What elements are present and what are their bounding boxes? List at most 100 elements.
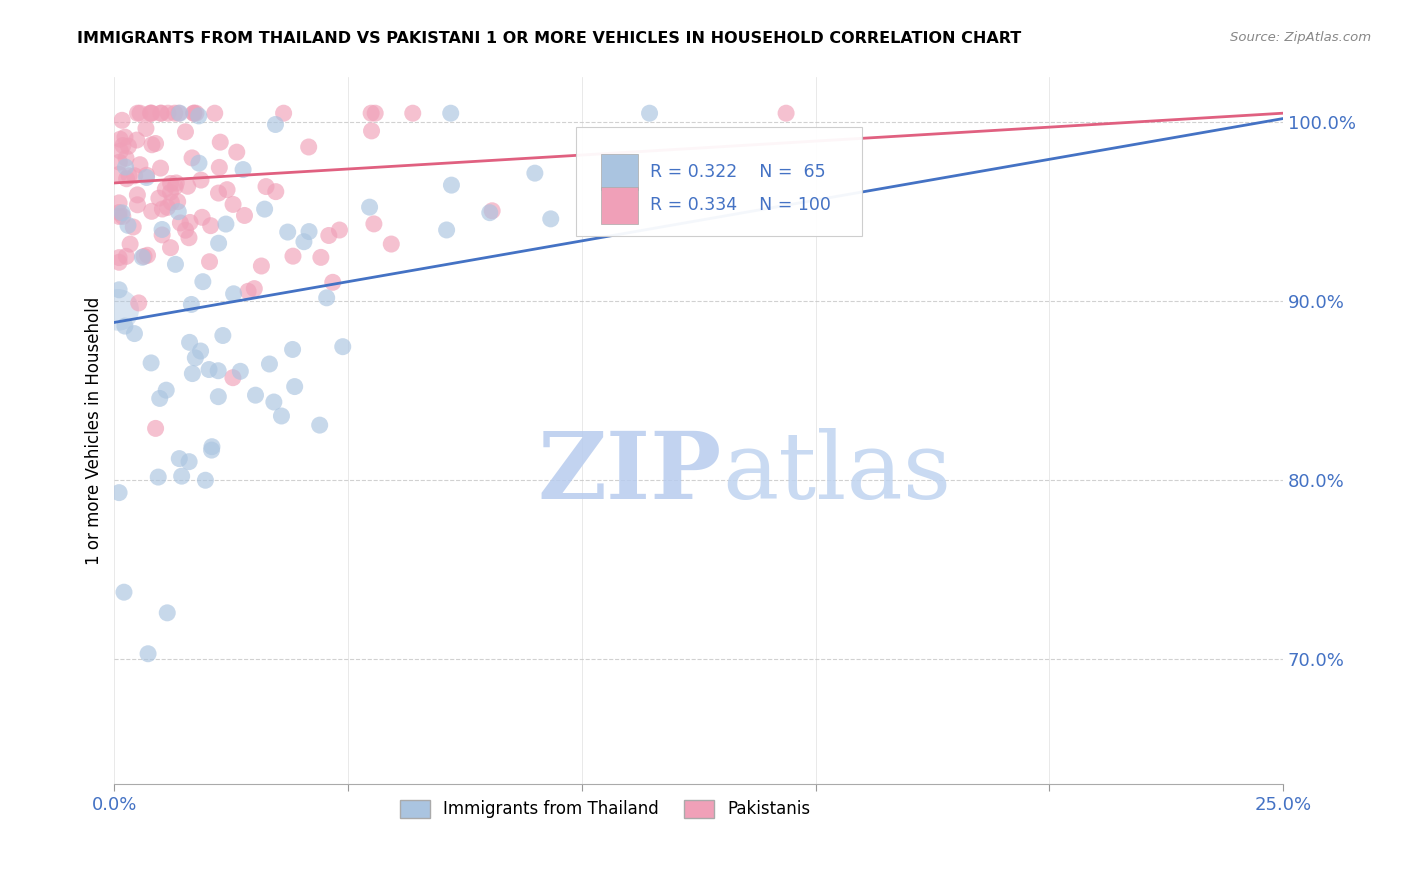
Point (309, 251, 332, 265)
Point (108, 167, 131, 181)
Point (436, 223, 458, 237)
Point (108, 205, 131, 219)
Point (215, 217, 238, 231)
Point (156, 201, 179, 215)
Point (198, 362, 221, 376)
Point (208, 161, 231, 175)
Point (108, 283, 131, 297)
Point (250, 259, 273, 273)
Point (141, 106, 163, 120)
Point (263, 395, 285, 409)
Point (114, 130, 136, 145)
Point (115, 171, 138, 186)
Point (160, 195, 183, 210)
Point (135, 168, 157, 182)
Point (207, 186, 229, 200)
Point (298, 140, 321, 154)
Point (167, 204, 190, 219)
Point (298, 225, 321, 239)
Point (118, 169, 141, 183)
Point (191, 211, 214, 225)
Point (156, 106, 179, 120)
Point (174, 223, 197, 237)
Point (124, 169, 146, 183)
Point (209, 135, 232, 149)
Point (308, 418, 330, 433)
Point (232, 162, 254, 177)
Point (111, 210, 134, 224)
Point (190, 173, 212, 187)
Point (179, 335, 201, 350)
Point (155, 182, 177, 196)
Point (380, 237, 402, 252)
Point (120, 237, 142, 252)
Point (111, 113, 134, 128)
Point (108, 155, 131, 169)
Point (170, 469, 193, 483)
Point (169, 451, 191, 466)
Text: Source: ZipAtlas.com: Source: ZipAtlas.com (1230, 31, 1371, 45)
Point (117, 219, 139, 233)
Point (233, 209, 256, 223)
Y-axis label: 1 or more Vehicles in Household: 1 or more Vehicles in Household (86, 296, 103, 565)
Point (135, 121, 157, 136)
Point (112, 585, 135, 599)
Point (139, 106, 162, 120)
Point (243, 282, 266, 296)
Point (270, 409, 292, 423)
Point (139, 106, 162, 120)
Point (115, 151, 138, 165)
Point (322, 275, 344, 289)
Point (127, 187, 149, 202)
Point (150, 106, 173, 120)
Point (127, 106, 149, 120)
Point (222, 197, 245, 211)
Text: ZIP: ZIP (538, 428, 723, 518)
Point (159, 186, 181, 200)
Point (125, 133, 148, 147)
Point (211, 328, 233, 343)
Point (111, 206, 134, 220)
FancyBboxPatch shape (600, 187, 638, 224)
Point (215, 183, 238, 197)
Point (110, 144, 132, 158)
Point (440, 178, 463, 193)
Point (222, 370, 245, 384)
Point (150, 227, 173, 242)
Point (273, 106, 295, 120)
Point (114, 160, 136, 174)
Point (207, 236, 229, 251)
Point (129, 106, 152, 120)
Point (190, 344, 212, 359)
Text: atlas: atlas (723, 428, 952, 518)
Point (315, 291, 337, 305)
Point (281, 249, 304, 263)
FancyBboxPatch shape (576, 127, 862, 236)
Point (360, 106, 382, 120)
Point (177, 231, 200, 245)
Point (318, 228, 340, 243)
Point (187, 109, 209, 123)
Point (245, 388, 267, 402)
Point (402, 106, 425, 120)
Point (124, 326, 146, 341)
Point (229, 364, 252, 378)
Point (200, 443, 222, 458)
Point (150, 222, 173, 236)
Point (115, 249, 138, 263)
Point (638, 106, 661, 120)
Point (183, 106, 205, 120)
Point (183, 106, 205, 120)
Point (169, 216, 191, 230)
Point (159, 177, 181, 191)
Point (236, 285, 259, 299)
Point (131, 250, 153, 264)
Point (264, 118, 287, 132)
Point (169, 106, 191, 120)
Point (114, 319, 136, 334)
Point (155, 383, 177, 397)
Point (108, 251, 131, 265)
Point (775, 106, 797, 120)
Point (141, 204, 163, 219)
Point (132, 249, 155, 263)
